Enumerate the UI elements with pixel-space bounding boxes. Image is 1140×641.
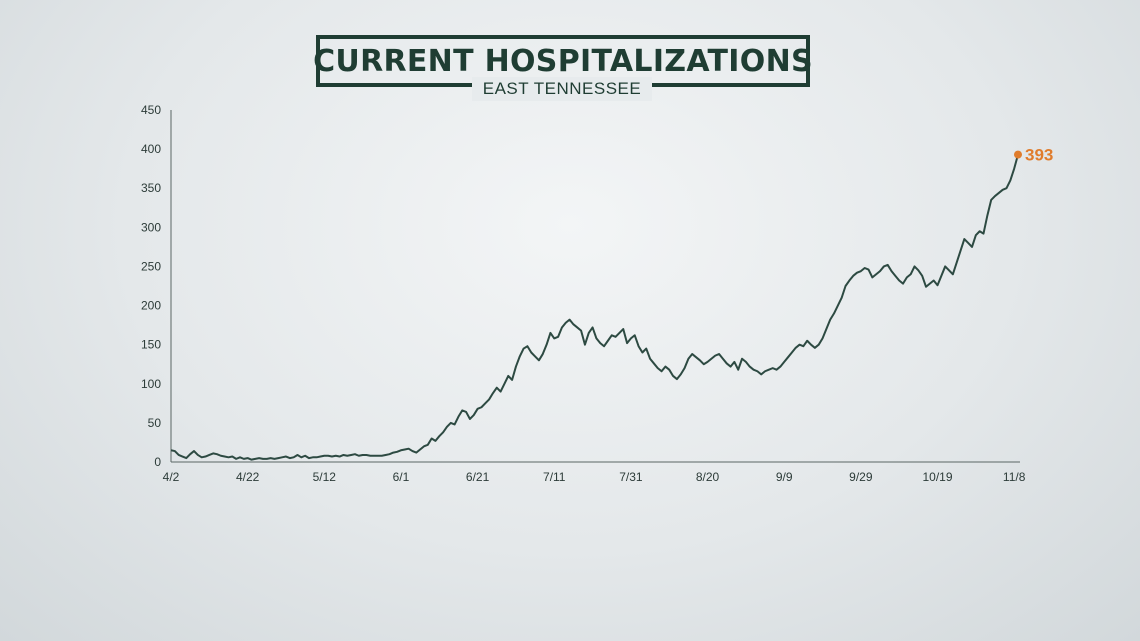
x-tick-label: 7/31 [619,470,643,484]
x-tick-label: 11/8 [1003,470,1026,484]
x-tick-label: 8/20 [696,470,720,484]
y-tick-label: 300 [141,220,161,234]
chart-subtitle: EAST TENNESSEE [472,77,652,101]
y-tick-label: 100 [141,377,161,391]
x-tick-label: 6/21 [466,470,490,484]
y-tick-label: 250 [141,259,161,273]
x-tick-label: 4/2 [163,470,180,484]
x-tick-label: 9/9 [776,470,793,484]
x-tick-label: 5/12 [313,470,337,484]
y-axis-ticks: 0 50 100 150 200 250 300 350 400 450 [141,103,161,469]
series-line-hospitalizations [170,154,1019,461]
y-tick-label: 0 [154,455,161,469]
x-tick-label: 9/29 [849,470,873,484]
chart-title: CURRENT HOSPITALIZATIONS [313,43,813,79]
y-tick-label: 50 [148,416,162,430]
x-tick-label: 10/19 [923,470,953,484]
y-tick-label: 400 [141,142,161,156]
y-tick-label: 200 [141,299,161,313]
x-tick-label: 6/1 [393,470,410,484]
y-tick-label: 350 [141,181,161,195]
x-axis-ticks: 4/2 4/22 5/12 6/1 6/21 7/11 7/31 8/20 9/9 9/29 10/… [163,470,1026,484]
latest-value-marker [1014,150,1022,159]
x-tick-label: 7/11 [543,470,566,484]
y-tick-label: 450 [141,103,161,117]
y-tick-label: 150 [141,338,161,352]
latest-value-label: 393 [1025,146,1053,165]
x-tick-label: 4/22 [236,470,260,484]
